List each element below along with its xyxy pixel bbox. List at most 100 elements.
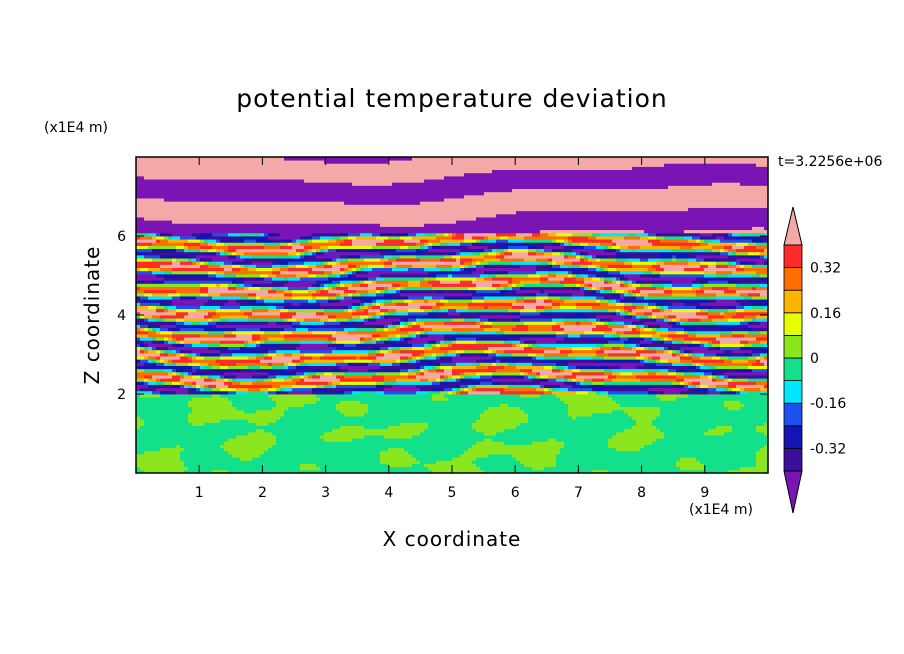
contour-cell (348, 378, 352, 382)
contour-cell (492, 388, 496, 392)
contour-cell (428, 429, 432, 433)
contour-cell (484, 429, 488, 433)
contour-cell (464, 464, 468, 468)
contour-cell (504, 407, 508, 411)
contour-cell (524, 464, 528, 468)
contour-cell (464, 388, 468, 392)
contour-cell (732, 460, 736, 464)
contour-cell (204, 454, 208, 458)
contour-cell (312, 435, 316, 439)
contour-cell (532, 400, 536, 404)
contour-cell (180, 432, 184, 436)
contour-cell (544, 467, 548, 471)
contour-cell (440, 464, 444, 468)
contour-cell (172, 397, 176, 401)
contour-cell (324, 457, 328, 461)
contour-cell (732, 400, 736, 404)
contour-cell (500, 385, 504, 389)
contour-cell (720, 464, 724, 468)
contour-cell (200, 448, 204, 452)
contour-cell (372, 438, 376, 442)
contour-cell (596, 448, 600, 452)
contour-cell (392, 441, 396, 445)
contour-cell (236, 451, 240, 455)
contour-cell (168, 407, 172, 411)
contour-cell (224, 419, 228, 423)
contour-cell (616, 378, 620, 382)
contour-cell (712, 464, 716, 468)
contour-cell (300, 416, 304, 420)
contour-cell (308, 378, 312, 382)
contour-cell (144, 426, 148, 430)
contour-cell (612, 445, 616, 449)
contour-cell (756, 385, 760, 389)
contour-cell (692, 378, 696, 382)
contour-cell (688, 432, 692, 436)
contour-cell (292, 464, 296, 468)
contour-cell (560, 410, 564, 414)
contour-cell (576, 388, 580, 392)
contour-cell (608, 419, 612, 423)
contour-cell (220, 464, 224, 468)
contour-cell (272, 413, 276, 417)
contour-cell (260, 445, 264, 449)
contour-cell (532, 388, 536, 392)
contour-cell (300, 422, 304, 426)
contour-cell (616, 435, 620, 439)
contour-cell (224, 451, 228, 455)
contour-cell (560, 422, 564, 426)
contour-cell (204, 410, 208, 414)
contour-cell (752, 429, 756, 433)
contour-cell (556, 426, 560, 430)
contour-cell (700, 454, 704, 458)
contour-cell (532, 403, 536, 407)
contour-cell (240, 429, 244, 433)
contour-cell (576, 403, 580, 407)
contour-cell (592, 385, 596, 389)
contour-cell (232, 378, 236, 382)
contour-cell (612, 448, 616, 452)
contour-cell (592, 467, 596, 471)
contour-cell (432, 416, 436, 420)
contour-cell (744, 429, 748, 433)
contour-cell (532, 460, 536, 464)
contour-cell (452, 394, 456, 398)
contour-cell (496, 378, 500, 382)
contour-cell (668, 407, 672, 411)
contour-cell (244, 460, 248, 464)
contour-cell (740, 464, 744, 468)
contour-cell (372, 375, 376, 379)
contour-cell (728, 460, 732, 464)
contour-cell (372, 410, 376, 414)
contour-cell (160, 460, 164, 464)
contour-cell (612, 432, 616, 436)
contour-cell (464, 426, 468, 430)
contour-cell (520, 445, 524, 449)
contour-cell (164, 435, 168, 439)
contour-cell (476, 426, 480, 430)
contour-cell (512, 454, 516, 458)
contour-cell (144, 407, 148, 411)
contour-cell (228, 451, 232, 455)
contour-cell (216, 407, 220, 411)
contour-cell (160, 419, 164, 423)
contour-cell (564, 413, 568, 417)
contour-cell (692, 435, 696, 439)
contour-cell (740, 435, 744, 439)
contour-cell (180, 422, 184, 426)
contour-cell (492, 407, 496, 411)
contour-cell (568, 397, 572, 401)
contour-cell (160, 385, 164, 389)
contour-cell (416, 451, 420, 455)
contour-cell (480, 403, 484, 407)
contour-cell (760, 394, 764, 398)
contour-cell (220, 438, 224, 442)
contour-cell (212, 454, 216, 458)
contour-cell (204, 378, 208, 382)
contour-cell (452, 467, 456, 471)
contour-cell (560, 400, 564, 404)
contour-cell (204, 391, 208, 395)
contour-cell (648, 381, 652, 385)
contour-cell (192, 441, 196, 445)
contour-cell (504, 438, 508, 442)
